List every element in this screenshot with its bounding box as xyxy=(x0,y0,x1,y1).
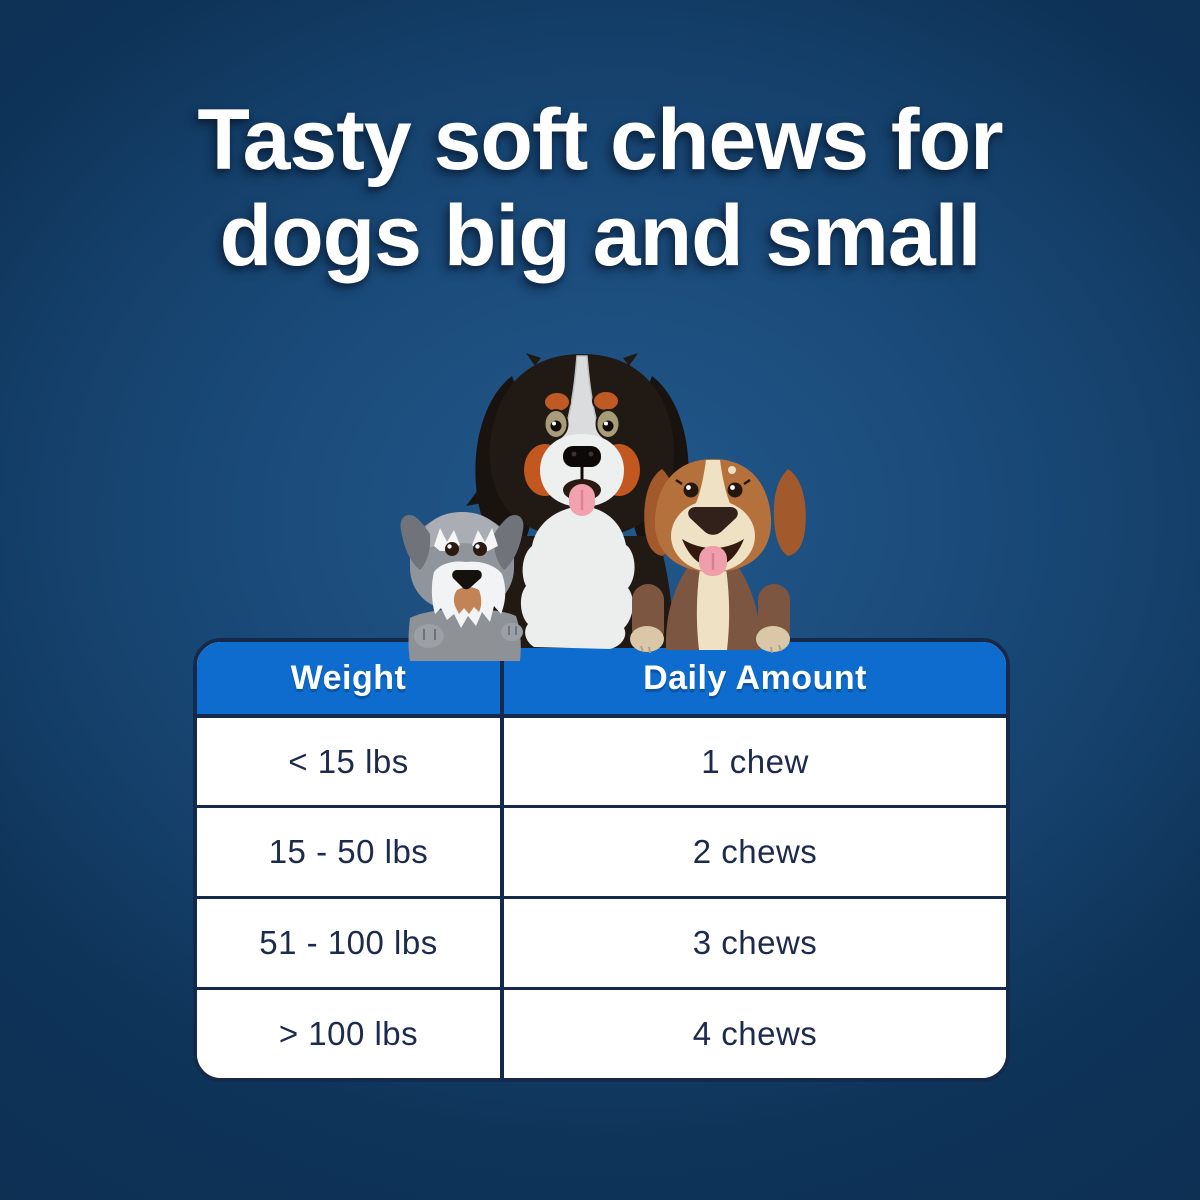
beagle-eyes xyxy=(675,478,751,498)
schnauzer-illustration xyxy=(400,512,524,661)
schnauzer-paws xyxy=(414,623,523,648)
amount-cell: 1 chew xyxy=(504,714,1006,805)
weight-cell: 51 - 100 lbs xyxy=(197,896,504,987)
bernese-eyes xyxy=(543,409,621,439)
dosage-table: Weight Daily Amount < 15 lbs 1 chew 15 -… xyxy=(193,638,1010,1082)
weight-cell: 15 - 50 lbs xyxy=(197,805,504,896)
dogs-illustration xyxy=(400,353,806,661)
daily-amount-column-header: Daily Amount xyxy=(504,642,1006,714)
headline-line-1: Tasty soft chews for xyxy=(197,92,1003,188)
weight-cell: < 15 lbs xyxy=(197,714,504,805)
amount-cell: 4 chews xyxy=(504,987,1006,1078)
page-title: Tasty soft chews for dogs big and small xyxy=(0,92,1200,285)
bernese-nose xyxy=(563,446,601,467)
amount-cell: 2 chews xyxy=(504,805,1006,896)
bernese-mountain-dog-illustration xyxy=(466,353,698,649)
schnauzer-nose xyxy=(452,570,482,590)
bernese-brows xyxy=(543,390,620,413)
bernese-tongue xyxy=(569,484,595,516)
schnauzer-eyes xyxy=(445,542,487,556)
beagle-tongue xyxy=(699,546,727,576)
beagle-paws xyxy=(630,626,790,654)
weight-cell: > 100 lbs xyxy=(197,987,504,1078)
amount-cell: 3 chews xyxy=(504,896,1006,987)
beagle-nose xyxy=(688,507,738,535)
headline-line-2: dogs big and small xyxy=(219,188,982,285)
beagle-illustration xyxy=(630,459,806,654)
